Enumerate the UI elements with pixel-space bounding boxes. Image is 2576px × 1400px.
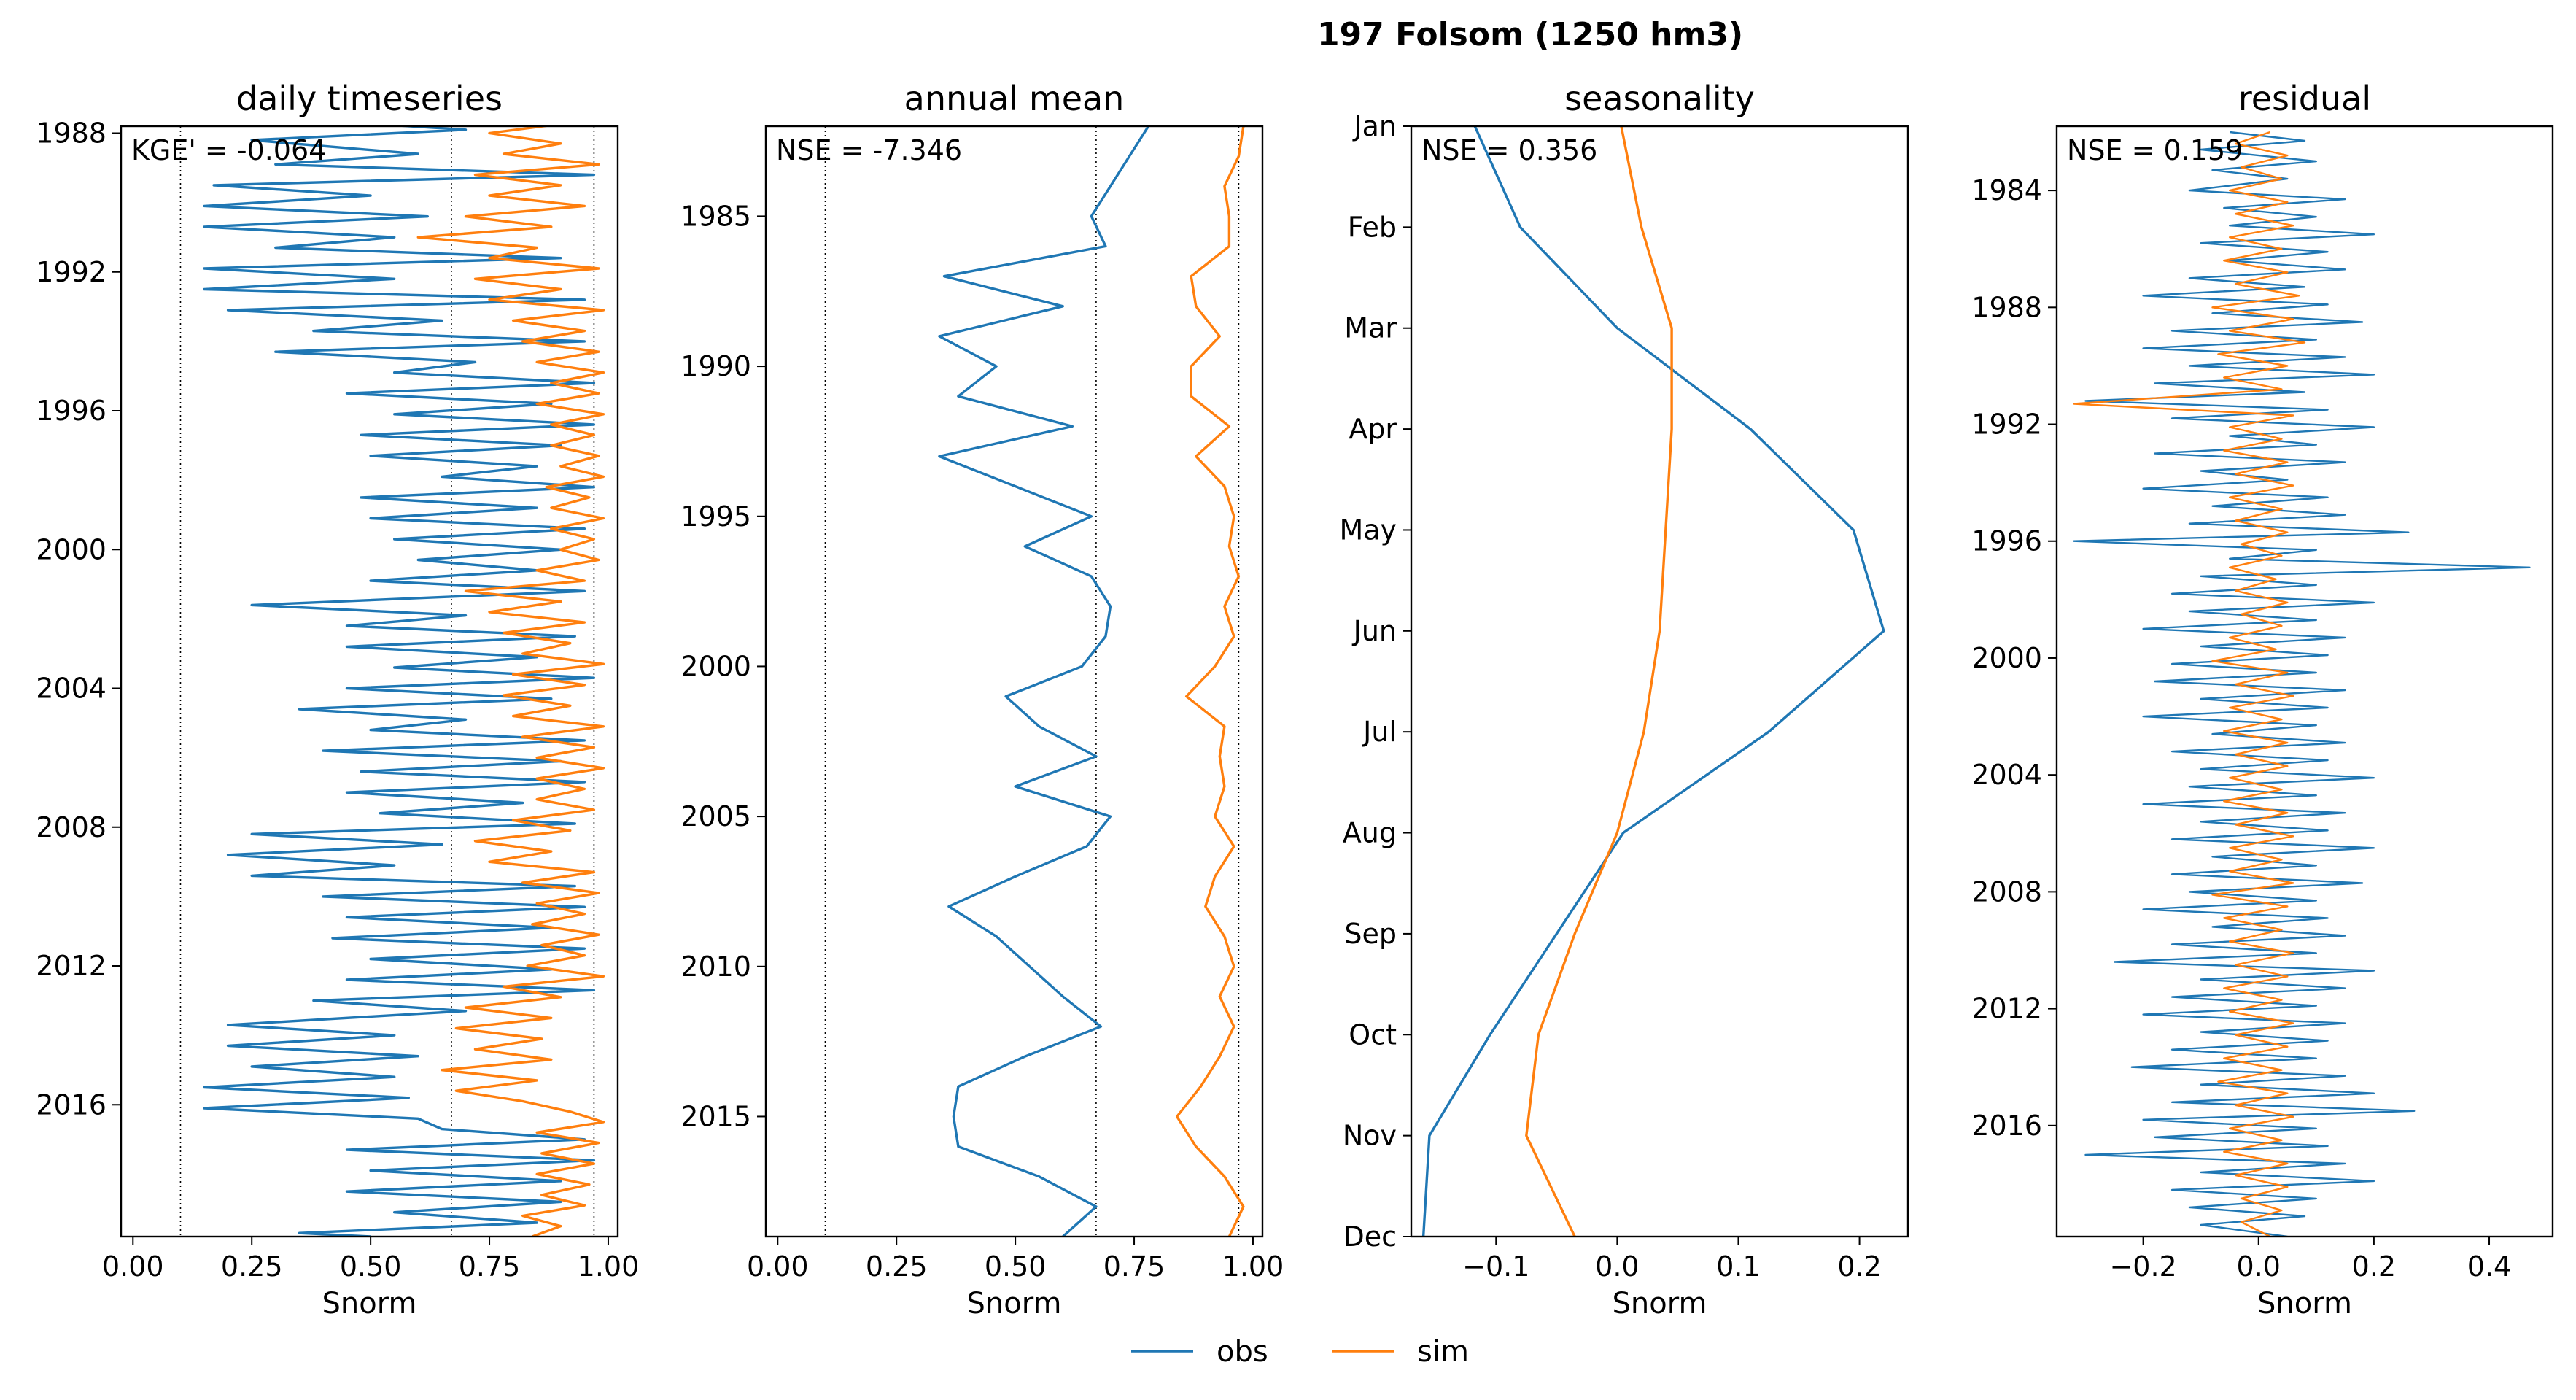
y-tick-label: Sep	[1344, 918, 1397, 950]
y-tick-label: Jun	[1352, 615, 1397, 647]
metric-annotation: NSE = 0.356	[1421, 134, 1597, 166]
series-obs-line	[203, 126, 596, 1237]
panel-3: seasonality −0.1 0.0 0.1 0.2 Jan Feb Mar Apr May J…	[1339, 79, 1909, 1320]
panel-4: residual −0.2 0.0 0.2 0.4 1984 1988 1992 1996 200…	[1971, 79, 2554, 1320]
y-tick-label: 2000	[680, 650, 751, 682]
plot-frame	[764, 125, 1264, 1238]
panel-2: annual mean 0.00 0.25 0.50 0.75 1.00 1985 1990 1…	[680, 79, 1284, 1320]
panel-1: daily timeseries 0.00 0.25 0.50 0.75 1.00 1988…	[36, 79, 640, 1320]
x-tick-label: 0.1	[1716, 1250, 1760, 1283]
series-sim-line	[1525, 126, 1673, 1237]
y-tick-label: Mar	[1344, 312, 1397, 344]
legend-label-obs: obs	[1217, 1335, 1268, 1369]
y-tick-label: 1995	[680, 500, 751, 533]
legend-label-sim: sim	[1417, 1335, 1469, 1369]
y-tick-label: 2016	[36, 1088, 106, 1121]
x-tick-label: 0.0	[2237, 1250, 2281, 1283]
x-tick-label: 0.50	[340, 1250, 402, 1283]
y-tick-label: Apr	[1349, 413, 1397, 445]
y-tick-label: Jul	[1362, 716, 1397, 748]
series-sim-line	[2073, 131, 2306, 1237]
panel-title: annual mean	[904, 79, 1125, 118]
x-tick-label: 1.00	[1222, 1250, 1284, 1283]
x-axis-label: Snorm	[322, 1287, 417, 1320]
y-tick-label: 2004	[36, 673, 106, 705]
series-obs-line	[938, 126, 1150, 1237]
series-obs-line	[1421, 126, 1885, 1237]
x-tick-label: 0.2	[1837, 1250, 1881, 1283]
y-tick-label: May	[1339, 514, 1397, 546]
x-tick-label: 0.75	[459, 1250, 521, 1283]
y-tick-label: Nov	[1343, 1120, 1397, 1152]
x-tick-label: 0.4	[2467, 1250, 2511, 1283]
x-axis-label: Snorm	[2257, 1287, 2352, 1320]
y-tick-label: 2012	[1971, 993, 2042, 1025]
x-tick-label: −0.1	[1462, 1250, 1529, 1283]
x-tick-label: 1.00	[578, 1250, 640, 1283]
y-tick-label: 2000	[36, 533, 106, 565]
panels: daily timeseries 0.00 0.25 0.50 0.75 1.00 1988…	[36, 79, 2554, 1320]
panel-title: daily timeseries	[236, 79, 503, 118]
x-tick-label: −0.2	[2109, 1250, 2176, 1283]
y-tick-label: Oct	[1349, 1018, 1397, 1051]
y-tick-label: Feb	[1348, 211, 1397, 243]
y-tick-label: Jan	[1352, 110, 1397, 142]
y-tick-label: 2010	[680, 951, 751, 983]
y-tick-label: 1992	[36, 256, 106, 288]
series-sim-line	[416, 126, 605, 1237]
x-tick-label: 0.75	[1103, 1250, 1165, 1283]
x-tick-label: 0.25	[221, 1250, 283, 1283]
y-tick-label: 1990	[680, 350, 751, 382]
metric-annotation: KGE' = -0.064	[131, 134, 326, 166]
x-tick-label: 0.25	[866, 1250, 928, 1283]
panel-title: seasonality	[1564, 79, 1755, 118]
x-tick-label: 0.00	[747, 1250, 809, 1283]
metric-annotation: NSE = -7.346	[776, 134, 962, 166]
y-tick-label: Dec	[1343, 1221, 1397, 1253]
x-tick-label: 0.00	[102, 1250, 164, 1283]
y-tick-label: 1992	[1971, 409, 2042, 441]
series-sim-line	[1175, 126, 1245, 1237]
x-axis-label: Snorm	[1613, 1287, 1707, 1320]
y-tick-label: 2004	[1971, 759, 2042, 791]
x-tick-label: 0.0	[1595, 1250, 1639, 1283]
y-tick-label: 1996	[1971, 525, 2042, 557]
x-tick-label: 0.50	[985, 1250, 1047, 1283]
y-tick-label: 1985	[680, 200, 751, 232]
plot-frame	[1410, 125, 1909, 1238]
plot-frame	[120, 125, 619, 1238]
y-tick-label: 2000	[1971, 642, 2042, 674]
figure-suptitle: 197 Folsom (1250 hm3)	[1317, 16, 1743, 53]
y-tick-label: Aug	[1343, 817, 1397, 849]
panel-title: residual	[2238, 79, 2371, 118]
y-tick-label: 2008	[1971, 875, 2042, 908]
y-tick-label: 2012	[36, 950, 106, 982]
x-axis-label: Snorm	[967, 1287, 1062, 1320]
plot-frame	[2055, 125, 2554, 1238]
legend: obs sim	[1131, 1335, 1469, 1369]
y-tick-label: 2015	[680, 1100, 751, 1132]
y-tick-label: 1988	[1971, 291, 2042, 323]
metric-annotation: NSE = 0.159	[2067, 134, 2243, 166]
y-tick-label: 2005	[680, 800, 751, 832]
x-tick-label: 0.2	[2352, 1250, 2396, 1283]
y-tick-label: 2008	[36, 811, 106, 843]
series-obs-line	[2073, 131, 2531, 1237]
y-tick-label: 1988	[36, 117, 106, 150]
y-tick-label: 1996	[36, 395, 106, 427]
y-tick-label: 1984	[1971, 174, 2042, 206]
y-tick-label: 2016	[1971, 1110, 2042, 1142]
